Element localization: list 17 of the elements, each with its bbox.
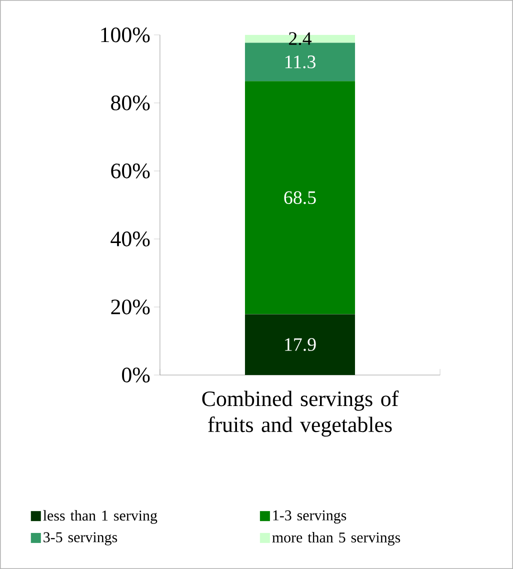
legend-label: 3-5 servings [44,532,118,546]
x-tick-label: Combined servings of fruits and vegetables [202,390,399,437]
y-tick-label: 20% [111,300,150,314]
y-tick-label: 80% [111,96,150,110]
data-label: 68.5 [284,191,316,204]
legend-label: less than 1 serving [43,510,158,524]
y-tick-label: 60% [111,164,150,178]
legend-label: more than 5 servings [272,532,400,546]
y-tick-label: 0% [122,368,150,382]
y-tick-label: 40% [110,232,150,246]
data-label: 11.3 [285,56,316,68]
bar [245,314,356,376]
data-label: 2.4 [289,32,312,46]
bar [245,81,356,314]
legend-label: 1-3 servings [273,510,346,524]
data-label: 17.9 [285,338,316,351]
y-tick-label: 100% [101,27,150,42]
